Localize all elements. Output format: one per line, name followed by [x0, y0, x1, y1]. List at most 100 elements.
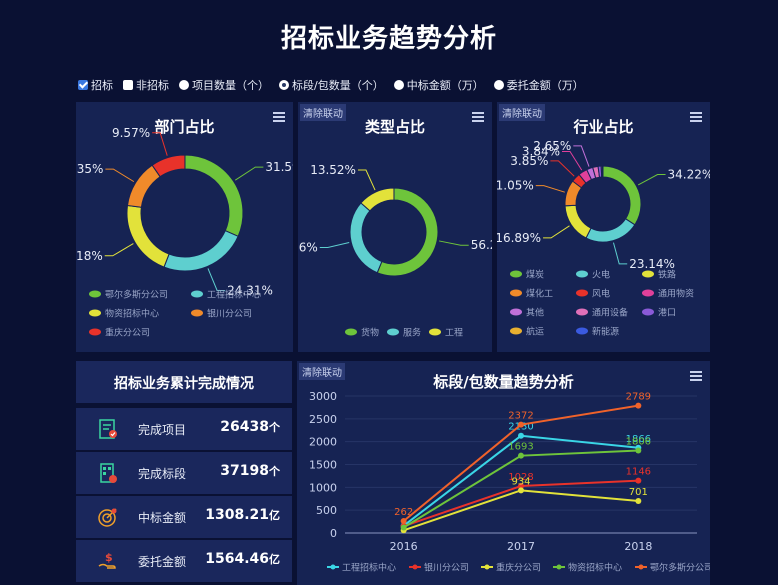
legend-item[interactable]: 物资招标中心 — [89, 308, 159, 320]
legend-item[interactable]: 煤炭 — [510, 269, 544, 281]
stat-label: 完成项目 — [138, 423, 187, 437]
pie-label-line — [105, 168, 135, 183]
clear-linkage-button[interactable]: 清除联动 — [300, 104, 346, 121]
clear-linkage-button[interactable]: 清除联动 — [499, 104, 545, 121]
pie-slice[interactable] — [126, 204, 170, 268]
pie-slice[interactable] — [602, 165, 642, 226]
filter-bid-amount[interactable]: 中标金额（万） — [393, 77, 484, 93]
filter-project-count[interactable]: 项目数量（个） — [179, 77, 269, 93]
menu-icon[interactable] — [273, 112, 285, 122]
legend-item[interactable]: 风电 — [576, 288, 610, 300]
filter-segment-count[interactable]: 标段/包数量（个） — [279, 77, 384, 93]
radio-checked-icon[interactable] — [279, 80, 289, 90]
legend-item[interactable]: 服务 — [387, 327, 421, 339]
legend-item[interactable]: 工程 — [429, 328, 463, 339]
legend-marker — [576, 270, 588, 278]
legend-marker — [642, 308, 654, 316]
legend-marker-dot — [638, 564, 644, 570]
data-point[interactable] — [518, 487, 524, 494]
pie-slice[interactable] — [564, 204, 592, 239]
menu-icon[interactable] — [690, 112, 702, 122]
trend-panel: 清除联动 标段/包数量趋势分析 0 500 1000 1500 2000 2500 3000… — [297, 361, 710, 585]
legend-marker-dot — [484, 564, 490, 570]
legend-item[interactable]: 港口 — [642, 307, 676, 319]
legend-item[interactable]: 通用物资 — [642, 288, 694, 300]
legend-item[interactable]: 火电 — [576, 269, 610, 281]
data-point[interactable] — [518, 421, 524, 428]
legend-marker-dot — [330, 564, 336, 570]
pie-slice[interactable] — [184, 154, 244, 237]
legend-marker — [510, 289, 522, 297]
radio-icon[interactable] — [179, 80, 189, 90]
data-point[interactable] — [400, 518, 407, 525]
pie-slice[interactable] — [601, 165, 604, 178]
legend-item[interactable]: 重庆分公司 — [481, 562, 541, 574]
checkbox-icon[interactable] — [123, 80, 133, 90]
legend-item[interactable]: 通用设备 — [576, 307, 628, 319]
menu-icon[interactable] — [690, 371, 702, 381]
clear-linkage-button[interactable]: 清除联动 — [299, 363, 345, 380]
legend-item[interactable]: 其他 — [510, 307, 544, 319]
stat-row-segments: 完成标段 37198个 — [76, 452, 292, 494]
data-point[interactable] — [635, 402, 642, 409]
data-point[interactable] — [518, 483, 524, 490]
legend-item[interactable]: 鄂尔多斯分公司 — [635, 562, 710, 574]
summary-header: 招标业务累计完成情况 — [76, 361, 292, 403]
legend-item[interactable]: 银川分公司 — [409, 562, 469, 574]
filter-zhaobiao[interactable]: 招标 — [78, 77, 113, 93]
data-point[interactable] — [518, 452, 524, 459]
legend-item[interactable]: 航运 — [510, 326, 544, 338]
stat-unit: 亿 — [269, 553, 280, 566]
legend-item[interactable]: 新能源 — [576, 326, 619, 338]
pie-label-line — [550, 160, 575, 177]
pie-data-label: 3.84% — [522, 145, 560, 159]
document-check-icon — [99, 419, 117, 439]
data-point[interactable] — [518, 432, 524, 439]
x-tick-label: 2018 — [624, 540, 652, 553]
legend-item[interactable]: 工程招标中心 — [327, 562, 396, 574]
radio-icon[interactable] — [393, 80, 404, 90]
legend-item[interactable]: 重庆分公司 — [89, 327, 150, 339]
stat-row-bid-amount: 中标金额 1308.21亿 — [76, 496, 292, 538]
pie-slice[interactable] — [349, 202, 383, 274]
data-point[interactable] — [635, 477, 642, 484]
pie-label-line — [152, 132, 168, 156]
pie-slice[interactable] — [360, 187, 395, 212]
legend-item[interactable]: 煤化工 — [510, 288, 553, 300]
radio-icon[interactable] — [493, 80, 504, 90]
legend-marker-dot — [556, 564, 562, 570]
panel-title: 行业占比 — [573, 118, 634, 136]
data-label: 701 — [629, 487, 648, 498]
legend-item[interactable]: 物资招标中心 — [553, 562, 622, 574]
stat-row-entrust-amount: $ 委托金额 1564.46亿 — [76, 540, 292, 582]
data-point[interactable] — [635, 497, 642, 504]
legend-label: 重庆分公司 — [496, 562, 541, 574]
legend-item[interactable]: 铁路 — [642, 269, 676, 281]
data-label: 1866 — [626, 434, 651, 445]
panel-title: 招标业务累计完成情况 — [114, 376, 254, 392]
filter-label: 标段/包数量（个） — [292, 79, 384, 92]
legend-marker — [191, 290, 203, 298]
pie-slice[interactable] — [151, 154, 186, 178]
checkbox-checked-icon[interactable] — [78, 80, 88, 90]
pie-slice[interactable] — [126, 164, 161, 208]
legend-item[interactable]: 鄂尔多斯分公司 — [89, 289, 168, 301]
legend-item[interactable]: 银川分公司 — [191, 308, 252, 320]
pie-data-label: 30.26% — [298, 240, 318, 254]
pie-slice[interactable] — [585, 218, 636, 243]
menu-icon[interactable] — [472, 112, 484, 122]
legend-label: 银川分公司 — [424, 562, 469, 574]
legend-item[interactable]: 货物 — [345, 327, 379, 339]
data-point[interactable] — [400, 524, 407, 531]
pie-slice[interactable] — [163, 230, 239, 272]
data-point[interactable] — [635, 447, 642, 454]
legend-item[interactable]: 工程招标中心 — [191, 289, 261, 301]
pie-label-line — [207, 268, 226, 292]
legend-marker — [510, 308, 522, 316]
pie-slice[interactable] — [376, 187, 439, 277]
filter-entrust-amount[interactable]: 委托金额（万） — [493, 77, 584, 93]
filter-feizhaobiao[interactable]: 非招标 — [123, 77, 169, 93]
stat-value: 1308.21亿 — [205, 507, 280, 523]
legend-marker — [642, 270, 654, 278]
filter-label: 项目数量（个） — [192, 79, 269, 92]
